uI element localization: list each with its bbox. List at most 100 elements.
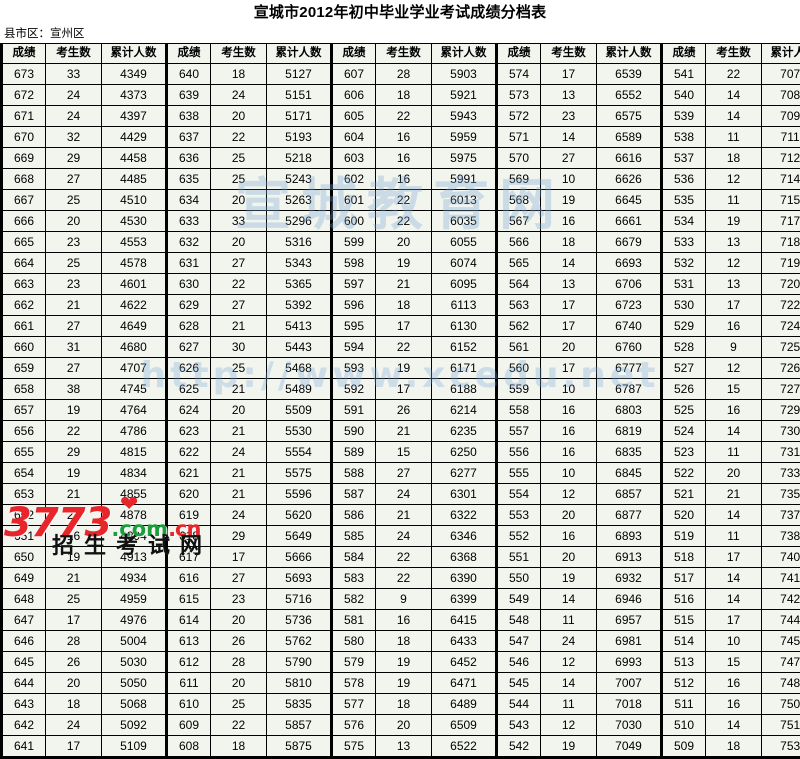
cell-score: 598 [332,253,376,274]
cell-score: 549 [497,589,541,610]
cell-cumulative: 4578 [102,253,167,274]
cell-score: 625 [167,379,211,400]
cell-score: 609 [167,715,211,736]
cell-candidates: 15 [706,379,762,400]
cell-candidates: 12 [706,169,762,190]
cell-candidates: 30 [211,337,267,358]
cell-candidates: 26 [376,400,432,421]
cell-score: 648 [2,589,46,610]
cell-candidates: 27 [541,148,597,169]
cell-score: 527 [662,358,706,379]
cell-score: 589 [332,442,376,463]
cell-score: 573 [497,85,541,106]
cell-candidates: 21 [46,484,102,505]
cell-score: 628 [167,316,211,337]
cell-candidates: 19 [541,568,597,589]
cell-cumulative: 6539 [597,64,662,85]
cell-candidates: 14 [541,589,597,610]
cell-score: 581 [332,610,376,631]
cell-candidates: 21 [211,421,267,442]
cell-cumulative: 6589 [597,127,662,148]
cell-candidates: 28 [211,652,267,673]
cell-cumulative: 6013 [432,190,497,211]
cell-score: 530 [662,295,706,316]
cell-candidates: 12 [706,253,762,274]
cell-cumulative: 6706 [597,274,662,295]
cell-score: 547 [497,631,541,652]
cell-candidates: 18 [376,295,432,316]
cell-cumulative: 5443 [267,337,332,358]
cell-candidates: 23 [46,274,102,295]
cell-candidates: 24 [46,85,102,106]
cell-score: 605 [332,106,376,127]
cell-cumulative: 5857 [267,715,332,736]
cell-cumulative: 6740 [597,316,662,337]
column-header-candidates: 考生数 [541,44,597,64]
cell-candidates: 21 [46,295,102,316]
cell-candidates: 12 [541,484,597,505]
cell-cumulative: 4745 [102,379,167,400]
cell-score: 592 [332,379,376,400]
cell-candidates: 25 [46,589,102,610]
cell-cumulative: 7487 [762,673,800,694]
cell-score: 558 [497,400,541,421]
cell-score: 641 [2,736,46,758]
cell-score: 670 [2,127,46,148]
cell-score: 513 [662,652,706,673]
cell-candidates: 19 [541,736,597,758]
cell-candidates: 21 [211,316,267,337]
cell-score: 619 [167,505,211,526]
cell-cumulative: 6777 [597,358,662,379]
cell-cumulative: 7517 [762,715,800,736]
cell-candidates: 17 [706,610,762,631]
cell-cumulative: 5316 [267,232,332,253]
cell-score: 572 [497,106,541,127]
cell-score: 596 [332,295,376,316]
cell-candidates: 11 [541,610,597,631]
table-head: 成绩考生数累计人数成绩考生数累计人数成绩考生数累计人数成绩考生数累计人数成绩考生… [2,44,800,64]
column-header-candidates: 考生数 [706,44,762,64]
cell-candidates: 14 [541,673,597,694]
cell-candidates: 19 [376,652,432,673]
cell-score: 567 [497,211,541,232]
column-header-score: 成绩 [2,44,46,64]
cell-candidates: 26 [46,652,102,673]
cell-score: 657 [2,400,46,421]
cell-cumulative: 7471 [762,652,800,673]
cell-score: 634 [167,190,211,211]
cell-candidates: 19 [706,211,762,232]
cell-candidates: 19 [46,463,102,484]
cell-candidates: 17 [541,295,597,316]
cell-cumulative: 7503 [762,694,800,715]
cell-score: 575 [332,736,376,758]
column-header-cumulative: 累计人数 [267,44,332,64]
cell-score: 529 [662,316,706,337]
cell-score: 588 [332,463,376,484]
cell-cumulative: 6277 [432,463,497,484]
cell-cumulative: 7140 [762,169,800,190]
cell-candidates: 18 [211,736,267,758]
cell-cumulative: 6993 [597,652,662,673]
cell-cumulative: 6152 [432,337,497,358]
cell-cumulative: 5050 [102,673,167,694]
cell-cumulative: 6693 [597,253,662,274]
cell-score: 669 [2,148,46,169]
cell-cumulative: 7007 [597,673,662,694]
cell-candidates: 24 [211,85,267,106]
cell-candidates: 12 [541,652,597,673]
cell-candidates: 15 [706,652,762,673]
cell-cumulative: 5365 [267,274,332,295]
cell-cumulative: 5092 [102,715,167,736]
cell-candidates: 18 [376,85,432,106]
cell-score: 635 [167,169,211,190]
cell-candidates: 21 [706,484,762,505]
cell-cumulative: 6390 [432,568,497,589]
cell-candidates: 20 [541,547,597,568]
cell-cumulative: 6819 [597,421,662,442]
cell-score: 523 [662,442,706,463]
cell-candidates: 16 [706,694,762,715]
